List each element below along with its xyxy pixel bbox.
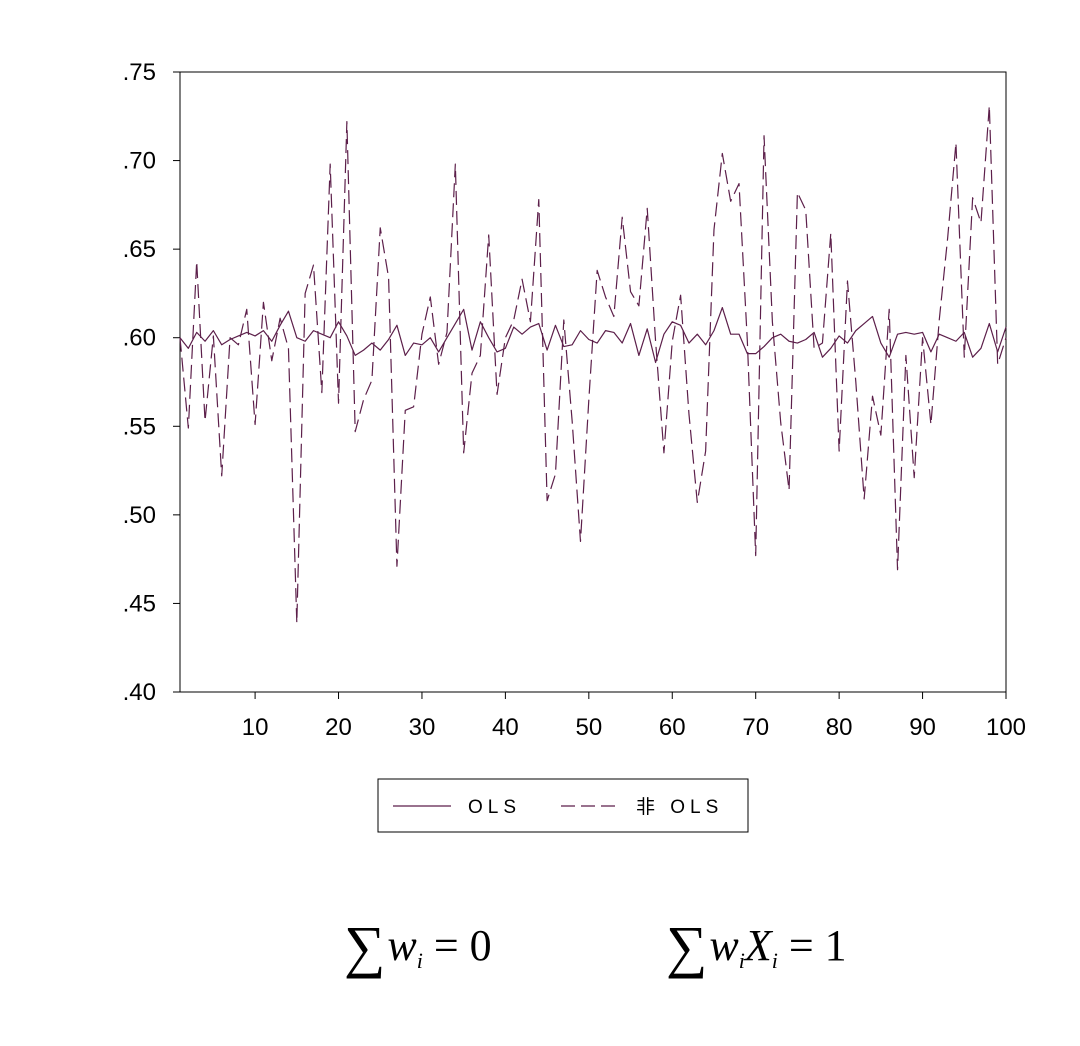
y-tick-label: .50 xyxy=(123,502,156,529)
formula-var-w: w xyxy=(387,921,417,970)
y-tick-label: .45 xyxy=(123,590,156,617)
plot-frame xyxy=(179,71,1007,693)
y-axis: .40 .45 .50 .55 .60 .65 .70 .75 xyxy=(123,59,180,706)
legend-label-ols: OLS xyxy=(468,797,521,818)
legend-label-non-ols: 非 OLS xyxy=(636,796,723,818)
sigma-symbol: ∑ xyxy=(344,914,386,979)
formula-sub-i: i xyxy=(416,948,423,973)
x-tick-label: 30 xyxy=(409,714,436,741)
formula-var-w: w xyxy=(709,921,739,970)
y-tick-label: .65 xyxy=(123,236,156,263)
legend: OLS 非 OLS xyxy=(377,778,749,833)
series-layer xyxy=(179,105,1007,624)
formula-sub-i: i xyxy=(738,948,745,973)
y-tick-label: .40 xyxy=(123,679,156,706)
x-axis: 10 20 30 40 50 60 70 80 90 100 xyxy=(242,692,1026,741)
formula-var-x: X xyxy=(744,921,772,970)
x-tick-label: 10 xyxy=(242,714,269,741)
y-tick-label: .60 xyxy=(123,325,156,352)
formula-rhs: = 0 xyxy=(422,921,492,970)
formula-sum-w: ∑wi = 0 xyxy=(344,918,492,976)
y-tick-label: .55 xyxy=(123,413,156,440)
series-line-non-ols xyxy=(179,105,1007,624)
y-tick-label: .70 xyxy=(123,148,156,175)
x-tick-label: 60 xyxy=(659,714,686,741)
formula-sub-i: i xyxy=(771,948,778,973)
sigma-symbol: ∑ xyxy=(666,914,708,979)
x-tick-label: 50 xyxy=(575,714,602,741)
x-tick-label: 70 xyxy=(742,714,769,741)
x-tick-label: 40 xyxy=(492,714,519,741)
x-tick-label: 20 xyxy=(325,714,352,741)
formula-rhs: = 1 xyxy=(777,921,847,970)
x-tick-label: 100 xyxy=(986,714,1026,741)
x-tick-label: 90 xyxy=(909,714,936,741)
y-tick-label: .75 xyxy=(123,59,156,86)
x-tick-label: 80 xyxy=(826,714,853,741)
formula-sum-wx: ∑wiXi = 1 xyxy=(666,918,847,976)
